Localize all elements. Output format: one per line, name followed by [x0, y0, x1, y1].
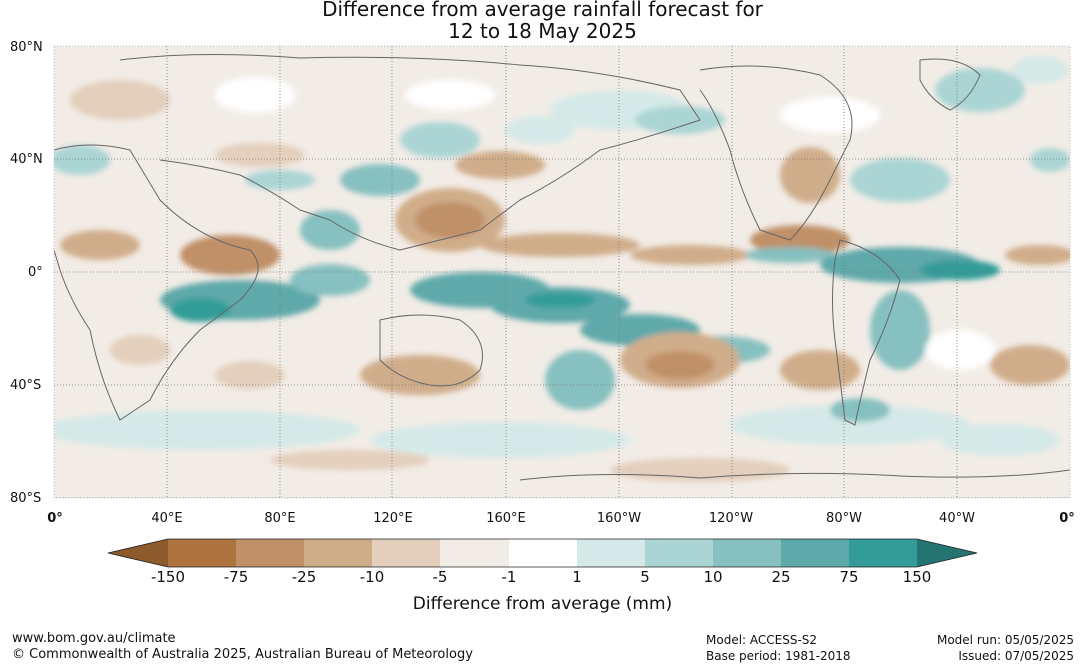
legend-unit-label: Difference from average (mm): [412, 594, 673, 614]
legend-tick-label: -25: [291, 568, 317, 586]
legend-swatch-0: [108, 539, 168, 567]
footer-model: Model: ACCESS-S2: [706, 633, 818, 647]
lon-label-80e: 80°E: [264, 511, 296, 526]
footer-issued: Issued: 07/05/2025: [958, 649, 1074, 663]
footer-base-period: Base period: 1981-2018: [706, 649, 851, 663]
legend-swatch-5: [440, 539, 509, 567]
legend-swatch-6: [509, 539, 577, 567]
lon-label-40e: 40°E: [151, 511, 183, 526]
legend-tick-label: -5: [432, 568, 448, 586]
legend-tick-label: 1: [572, 568, 582, 586]
legend-tick-label: -1: [501, 568, 517, 586]
lon-label-120w: 120°W: [708, 511, 754, 526]
lon-label-40w: 40°W: [939, 511, 975, 526]
lon-label-80w: 80°W: [826, 511, 862, 526]
legend-tick-label: -10: [359, 568, 385, 586]
legend-swatch-2: [236, 539, 304, 567]
map-title-line2: 12 to 18 May 2025: [448, 19, 637, 43]
map-title-line1: Difference from average rainfall forecas…: [322, 0, 763, 21]
legend-swatch-10: [781, 539, 849, 567]
lat-label-80n: 80°N: [10, 40, 43, 55]
lon-label-0-right: 0°: [1059, 511, 1075, 526]
lat-label-0: 0°: [28, 265, 43, 280]
lat-label-40s: 40°S: [10, 378, 42, 393]
footer-model-run: Model run: 05/05/2025: [936, 633, 1074, 647]
legend-swatch-11: [849, 539, 917, 567]
legend-swatch-3: [304, 539, 372, 567]
lon-label-0-left: 0°: [47, 511, 63, 526]
footer-site-link[interactable]: www.bom.gov.au/climate: [12, 631, 176, 646]
legend-swatch-4: [372, 539, 440, 567]
legend-tick-label: -75: [223, 568, 249, 586]
legend-swatch-9: [713, 539, 781, 567]
footer-copyright: © Commonwealth of Australia 2025, Austra…: [12, 647, 473, 662]
legend-tick-label: 10: [703, 568, 723, 586]
lon-label-120e: 120°E: [373, 511, 413, 526]
lon-label-160w: 160°W: [596, 511, 642, 526]
legend-swatch-1: [168, 539, 236, 567]
lat-label-80s: 80°S: [10, 491, 42, 506]
legend-tick-label: 5: [640, 568, 650, 586]
coastlines: [54, 53, 1070, 481]
legend-tick-label: 150: [902, 568, 932, 586]
graticule: [54, 46, 1070, 498]
lon-label-160e: 160°E: [486, 511, 526, 526]
legend-tick-label: -150: [150, 568, 186, 586]
legend-swatch-8: [645, 539, 713, 567]
legend-tick-label: 75: [839, 568, 859, 586]
legend-swatch-12: [917, 539, 977, 567]
legend-tick-label: 25: [771, 568, 791, 586]
legend-swatch-7: [577, 539, 645, 567]
lat-label-40n: 40°N: [10, 152, 43, 167]
